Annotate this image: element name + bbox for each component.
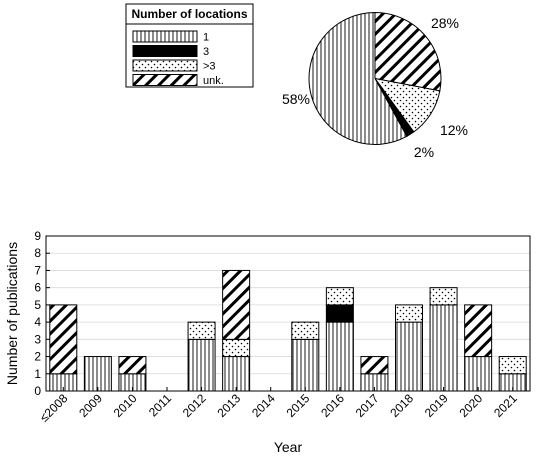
- legend-swatch-1: [132, 30, 198, 43]
- bar-segment-2013-series-4: [222, 269, 251, 340]
- pie-label-1: 58%: [282, 91, 310, 107]
- bars: [49, 269, 527, 392]
- bar-segment-2016-series-2: [325, 304, 354, 323]
- bar-segment-2009-series-1: [83, 356, 112, 392]
- x-tick-label-13: 2021: [491, 391, 520, 420]
- x-tick-label-6: 2014: [249, 391, 278, 420]
- bar-segment-2019-series-3: [429, 287, 458, 306]
- bar-segment-2012-series-3: [187, 321, 216, 340]
- plot-frame: [45, 235, 531, 392]
- y-tick-label-0: 0: [34, 384, 41, 398]
- legend-title: Number of locations: [131, 7, 247, 21]
- y-tick-label-3: 3: [34, 332, 41, 346]
- bar-segment-2016-series-3: [325, 287, 354, 306]
- bar-segment-2012-series-1: [187, 338, 216, 392]
- legend-entries: 1 3 >3 unk.: [132, 30, 224, 87]
- legend: Number of locations 1 3 >3 unk.: [125, 3, 254, 88]
- pie-label-4: 28%: [431, 15, 459, 31]
- legend-swatch-4: [132, 74, 198, 86]
- pie-label-2: 2%: [414, 144, 434, 160]
- y-tick-label-1: 1: [34, 367, 41, 381]
- bar-segment-2016-series-1: [325, 321, 354, 392]
- x-axis-title: Year: [274, 439, 303, 455]
- x-tick-label-7: 2015: [284, 391, 313, 420]
- x-axis-ticks: ≤2008 2009 2010 2011 2012 2013 2014 2015 2016 201…: [37, 387, 520, 425]
- x-tick-label-1: 2009: [76, 391, 105, 420]
- bar-segment-2019-series-1: [429, 304, 458, 392]
- y-tick-label-6: 6: [34, 281, 41, 295]
- pie-chart: 58% 2% 12% 28%: [282, 11, 468, 160]
- bar-segment-2010-series-4: [118, 356, 147, 375]
- bar-segment-2015-series-1: [291, 338, 320, 392]
- x-tick-label-5: 2013: [214, 391, 243, 420]
- bar-segment-2020-series-4: [464, 304, 493, 358]
- bar-segment-2018-series-1: [395, 321, 423, 392]
- bar-segment-2018-series-3: [395, 304, 423, 323]
- x-tick-label-0: ≤2008: [37, 391, 71, 425]
- x-tick-label-12: 2020: [456, 391, 485, 420]
- pie-slice-1: [308, 11, 408, 145]
- legend-swatch-2: [132, 45, 198, 57]
- y-tick-label-9: 9: [34, 229, 41, 243]
- bar-segment-2013-series-3: [222, 338, 251, 358]
- x-tick-label-2: 2010: [111, 391, 140, 420]
- legend-label-1: 1: [203, 32, 209, 44]
- y-tick-label-4: 4: [34, 315, 41, 329]
- bar-segment-2020-series-1: [464, 356, 493, 392]
- x-tick-label-10: 2018: [387, 391, 416, 420]
- bar-segment-2017-series-4: [360, 356, 389, 375]
- x-tick-label-9: 2017: [353, 391, 382, 420]
- pie-label-3: 12%: [440, 122, 468, 138]
- y-tick-label-8: 8: [34, 246, 41, 260]
- y-tick-label-7: 7: [34, 263, 41, 277]
- y-tick-label-2: 2: [34, 350, 41, 364]
- pie-slice-4: [374, 11, 442, 92]
- y-axis-title: Number of publications: [4, 242, 20, 385]
- x-tick-label-4: 2012: [180, 391, 209, 420]
- legend-label-3: >3: [203, 61, 216, 73]
- legend-label-2: 3: [203, 46, 209, 58]
- legend-swatch-3: [132, 59, 198, 72]
- y-axis-ticks: 0 1 2 3 4 5 6 7 8 9: [34, 229, 50, 398]
- bar-segment-2021-series-3: [498, 356, 527, 375]
- x-tick-label-8: 2016: [318, 391, 347, 420]
- y-tick-label-5: 5: [34, 298, 41, 312]
- bar-segment-2008-series-4: [49, 304, 78, 375]
- x-tick-label-3: 2011: [146, 391, 174, 419]
- bar-segment-2015-series-3: [291, 321, 320, 340]
- legend-label-4: unk.: [203, 75, 224, 87]
- bar-segment-2013-series-1: [222, 356, 251, 392]
- x-tick-label-11: 2019: [422, 391, 451, 420]
- bar-chart: 0 1 2 3 4 5 6 7 8 9 ≤2008 2009 2010 2011 2012 2013 2014…: [4, 229, 531, 455]
